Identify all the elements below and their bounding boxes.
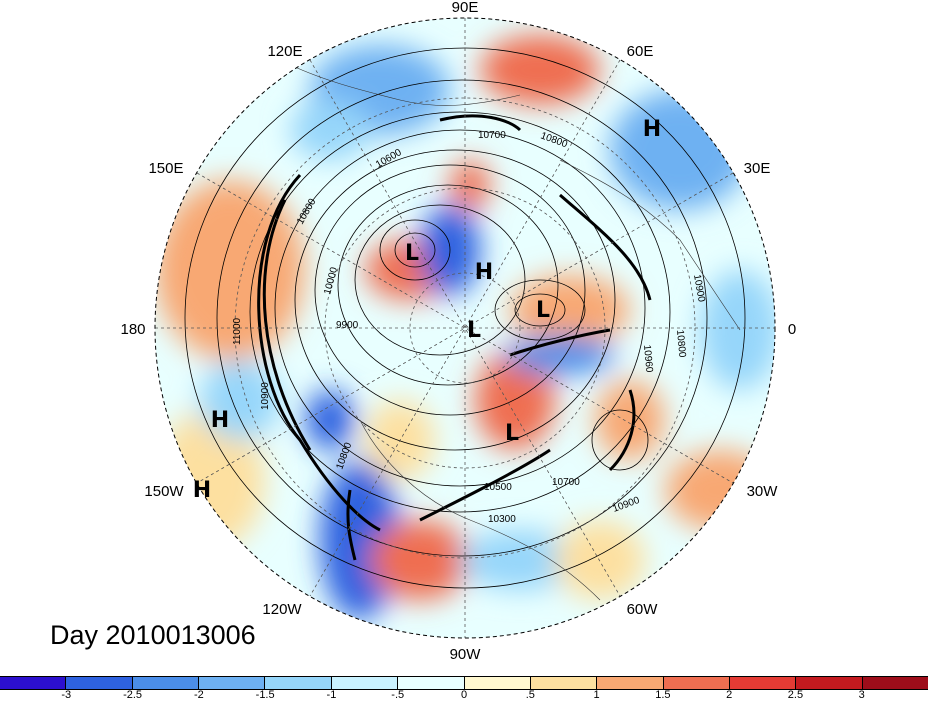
contour-label: 11000: [232, 317, 243, 345]
lon-label-90e: 90E: [452, 0, 479, 16]
coastlines: [279, 59, 741, 601]
colorbar-tick-labels: -3 -2.5 -2 -1.5 -1 -.5 0 .5 1 1.5 2 2.5 3: [0, 689, 928, 702]
high-center-marker: H: [193, 478, 211, 503]
colorbar: [0, 676, 928, 690]
colorbar-swatch: [662, 677, 729, 689]
colorbar-swatch: [728, 677, 796, 689]
pressure-centers: H L H L L L H H: [193, 117, 661, 503]
high-center-marker: H: [475, 260, 493, 285]
lon-label-60e: 60E: [627, 43, 654, 60]
lon-label-30e: 30E: [744, 160, 771, 177]
colorbar-tick-label: 1: [593, 689, 600, 701]
colorbar-swatch: [463, 677, 530, 689]
colorbar-swatch: [131, 677, 199, 689]
colorbar-tick-label: 2.5: [787, 689, 804, 701]
colorbar-swatch: [65, 677, 132, 689]
contour-label: 10800: [674, 329, 687, 358]
colorbar-tick-label: -3: [61, 689, 72, 701]
lon-label-90w: 90W: [450, 646, 482, 663]
colorbar-tick-label: 0: [460, 689, 468, 701]
colorbar-tick-label: .5: [525, 689, 535, 701]
high-center-marker: H: [643, 117, 661, 142]
low-center-marker: L: [505, 421, 519, 446]
contour-label: 10900: [260, 382, 271, 410]
contour-label: 10700: [552, 477, 580, 488]
low-center-marker: L: [467, 318, 481, 343]
contour-label: 10900: [691, 274, 707, 304]
date-caption: Day 2010013006: [50, 620, 256, 650]
lon-label-30w: 30W: [747, 483, 779, 500]
lon-label-60w: 60W: [627, 601, 659, 618]
lon-label-150e: 150E: [148, 160, 183, 177]
colorbar-tick-label: -2.5: [123, 689, 143, 701]
map-boundary: [154, 17, 776, 639]
contour-label: 10500: [484, 482, 512, 493]
colorbar-swatch: [198, 677, 265, 689]
colorbar-tick-label: -2: [193, 689, 204, 701]
longitude-labels: 90E 60E 30E 0 30W 60W 90W 120W 150W 180 …: [120, 0, 796, 663]
colorbar-tick-label: -1.5: [255, 689, 275, 701]
colorbar-swatch: [330, 677, 398, 689]
colorbar-swatch: [0, 677, 66, 689]
contour-label: 10960: [641, 344, 654, 373]
low-center-marker: L: [536, 298, 550, 323]
graticule: [155, 18, 775, 638]
lon-label-0: 0: [788, 321, 796, 338]
contour-label: 10700: [478, 130, 506, 141]
contour-label: 10300: [488, 514, 516, 525]
colorbar-swatch: [861, 677, 928, 689]
lon-label-180: 180: [120, 321, 145, 338]
colorbar-swatch: [596, 677, 663, 689]
colorbar-tick-label: -1: [326, 689, 337, 701]
colorbar-swatch: [397, 677, 464, 689]
colorbar-tick-label: 1.5: [655, 689, 671, 701]
lon-label-120e: 120E: [267, 43, 302, 60]
high-center-marker: H: [211, 408, 229, 433]
colorbar-tick-label: 3: [858, 689, 865, 701]
contour-label: 9900: [336, 320, 359, 331]
colorbar-swatch: [529, 677, 597, 689]
lon-label-150w: 150W: [144, 483, 184, 500]
colorbar-tick-label: -.5: [391, 689, 405, 701]
lon-label-120w: 120W: [262, 601, 302, 618]
colorbar-swatch: [264, 677, 331, 689]
colorbar-tick-label: 2: [726, 689, 733, 701]
low-center-marker: L: [405, 241, 419, 266]
colorbar-swatch: [795, 677, 862, 689]
